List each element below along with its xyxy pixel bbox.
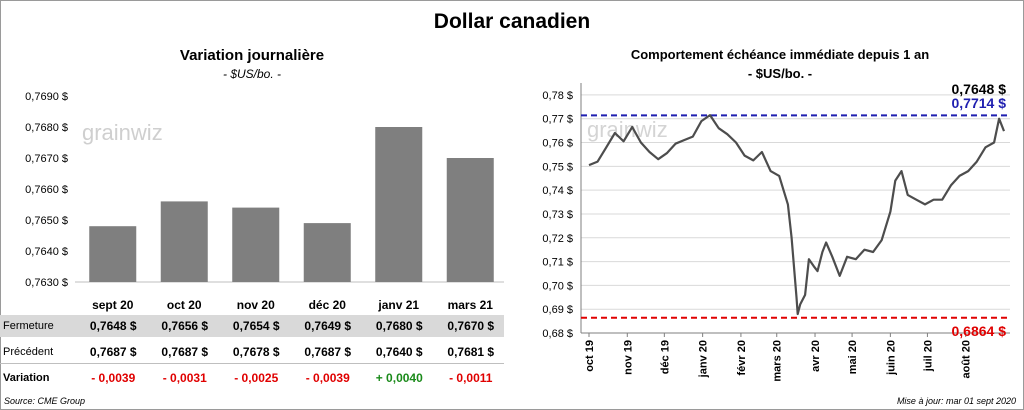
- left-x-tick-label: janv 21: [377, 298, 419, 312]
- left-x-tick-label: nov 20: [237, 298, 275, 312]
- right-y-tick-label: 0,70 $: [542, 280, 573, 292]
- table-cell: - 0,0039: [305, 371, 350, 385]
- right-y-tick-label: 0,72 $: [542, 233, 573, 245]
- table-cell: 0,7687 $: [89, 345, 137, 359]
- right-line-chart: 0,78 $ 0,77 $ 0,76 $ 0,75 $ 0,74 $ 0,73 $ 0,72…: [542, 81, 1010, 382]
- right-x-tick-label: févr 20: [736, 340, 748, 375]
- left-watermark: grainwiz: [82, 120, 163, 145]
- bar-1: [160, 201, 208, 282]
- table-cell: 0,7680 $: [375, 319, 423, 333]
- price-series-line: [588, 113, 1006, 316]
- right-x-tick-label: avr 20: [810, 340, 822, 372]
- right-y-tick-label: 0,78 $: [542, 90, 573, 102]
- left-bar-chart: grainwiz 0,7690 $ 0,7680 $ 0,7670 $ 0,7660 $…: [25, 91, 504, 312]
- table-cell: + 0,0040: [375, 371, 423, 385]
- right-y-tick-label: 0,71 $: [542, 257, 573, 269]
- left-x-tick-label: mars 21: [448, 298, 494, 312]
- bar-5: [446, 158, 494, 282]
- right-y-tick-label: 0,77 $: [542, 114, 573, 126]
- right-x-tick-label: janv 20: [698, 340, 710, 378]
- table-cell: 0,7656 $: [161, 319, 209, 333]
- source-note: Source: CME Group: [4, 396, 86, 406]
- fermeture-row-background: [0, 315, 504, 337]
- max-value-label: 0,7714 $: [952, 95, 1007, 111]
- right-x-tick-label: juin 20: [885, 340, 897, 376]
- last-value-label: 0,7648 $: [952, 81, 1007, 97]
- table-cell: 0,7670 $: [447, 319, 495, 333]
- update-note: Mise à jour: mar 01 sept 2020: [896, 396, 1016, 406]
- table-cell: - 0,0031: [162, 371, 207, 385]
- table-cell: 0,7648 $: [89, 319, 137, 333]
- table-cell: - 0,0025: [234, 371, 279, 385]
- left-y-tick-label: 0,7680 $: [25, 122, 68, 134]
- table-cell: 0,7640 $: [375, 345, 423, 359]
- table-row-label: Variation: [3, 372, 50, 384]
- left-y-tick-label: 0,7640 $: [25, 246, 68, 258]
- table-cell: 0,7687 $: [161, 345, 209, 359]
- right-y-tick-label: 0,74 $: [542, 185, 573, 197]
- left-x-tick-label: sept 20: [92, 298, 134, 312]
- right-x-tick-label: juil 20: [922, 340, 934, 372]
- right-x-tick-label: déc 19: [659, 340, 671, 374]
- left-y-tick-label: 0,7690 $: [25, 91, 68, 103]
- right-y-tick-label: 0,73 $: [542, 209, 573, 221]
- table-cell: 0,7681 $: [447, 345, 495, 359]
- right-chart-subtitle: - $US/bo. -: [747, 66, 813, 81]
- right-x-tick-label: août 20: [961, 340, 973, 379]
- left-x-tick-label: oct 20: [167, 298, 202, 312]
- bar-2: [232, 207, 280, 282]
- bar-3: [303, 223, 351, 282]
- right-x-tick-label: nov 19: [622, 340, 634, 375]
- table-row-label: Précédent: [3, 346, 54, 358]
- table-cell: 0,7678 $: [232, 345, 280, 359]
- right-y-tick-label: 0,76 $: [542, 138, 573, 150]
- min-value-label: 0,6864 $: [952, 323, 1007, 339]
- table-cell: 0,7654 $: [232, 319, 280, 333]
- right-x-tick-label: mai 20: [847, 340, 859, 374]
- right-y-tick-label: 0,69 $: [542, 304, 573, 316]
- right-watermark: grainwiz: [587, 117, 668, 142]
- main-title: Dollar canadien: [433, 10, 591, 33]
- right-x-tick-label: oct 19: [584, 340, 596, 372]
- table-cell: - 0,0039: [91, 371, 136, 385]
- table-cell: - 0,0011: [449, 371, 493, 385]
- left-y-tick-label: 0,7670 $: [25, 153, 68, 165]
- bar-0: [89, 226, 137, 282]
- left-y-tick-label: 0,7650 $: [25, 215, 68, 227]
- table-cell: 0,7687 $: [304, 345, 352, 359]
- right-x-tick-label: mars 20: [772, 340, 784, 382]
- table-cell: 0,7649 $: [304, 319, 352, 333]
- left-chart-subtitle: - $US/bo. -: [222, 67, 282, 81]
- left-x-tick-label: déc 20: [309, 298, 347, 312]
- bar-4: [375, 127, 423, 282]
- left-chart-title: Variation journalière: [179, 47, 325, 64]
- right-y-tick-label: 0,75 $: [542, 161, 573, 173]
- left-y-tick-label: 0,7660 $: [25, 184, 68, 196]
- table-divider: [0, 363, 504, 364]
- right-y-tick-label: 0,68 $: [542, 328, 573, 340]
- right-chart-title: Comportement échéance immédiate depuis 1…: [630, 47, 930, 62]
- table-row-label: Fermeture: [3, 320, 54, 332]
- left-y-tick-label: 0,7630 $: [25, 277, 68, 289]
